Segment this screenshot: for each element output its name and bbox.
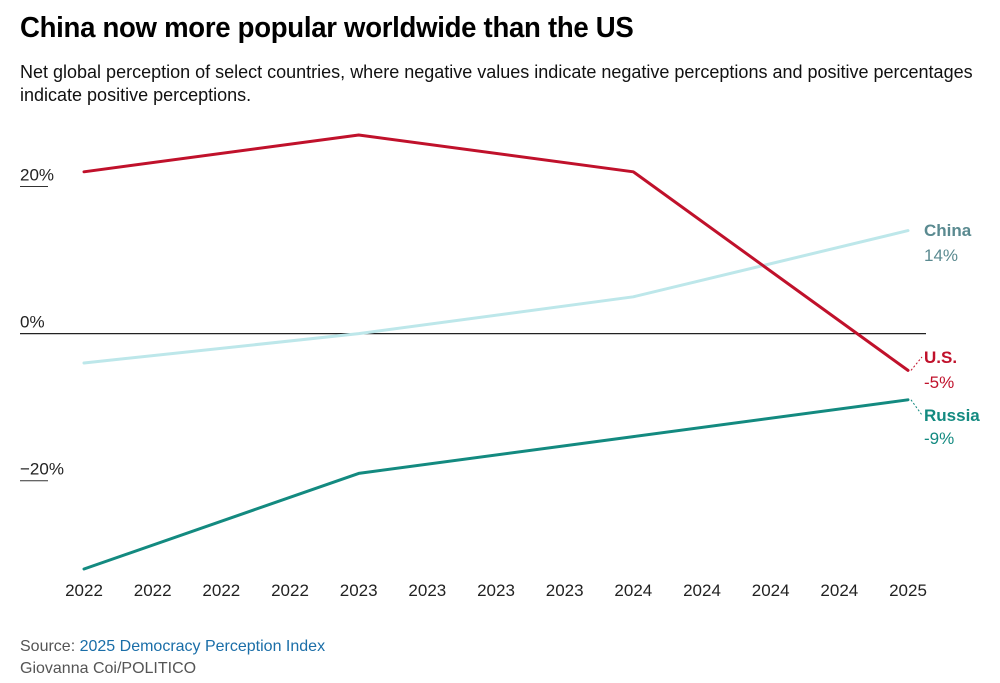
x-tick-label: 2023	[546, 581, 584, 600]
x-tick-label: 2022	[65, 581, 103, 600]
x-tick-label: 2025	[889, 581, 927, 600]
y-tick-label: −20%	[20, 460, 64, 479]
chart-title: China now more popular worldwide than th…	[20, 12, 634, 44]
source-label: Source:	[20, 638, 76, 655]
x-tick-label: 2022	[271, 581, 309, 600]
credit-line: Giovanna Coi/POLITICO	[20, 660, 197, 677]
source-link[interactable]: 2025 Democracy Perception Index	[79, 638, 326, 655]
russia-line	[82, 398, 910, 571]
y-tick-label: 0%	[20, 313, 45, 332]
chart-subtitle: Net global perception of select countrie…	[20, 62, 973, 105]
x-tick-label: 2022	[134, 581, 172, 600]
russia-label-leader	[910, 399, 923, 416]
us-line	[82, 133, 910, 372]
x-tick-label: 2024	[683, 581, 721, 600]
y-tick-label: 20%	[20, 165, 54, 184]
x-tick-label: 2023	[408, 581, 446, 600]
x-tick-label: 2024	[752, 581, 790, 600]
us-label-leader	[910, 356, 923, 371]
china-line	[82, 229, 910, 365]
x-tick-label: 2023	[477, 581, 515, 600]
china-series-name: China	[924, 221, 972, 240]
x-tick-label: 2024	[820, 581, 858, 600]
source-line: Source: 2025 Democracy Perception Index	[20, 638, 325, 656]
china-end-value: 14%	[924, 246, 958, 265]
us-series-name: U.S.	[924, 348, 957, 367]
us-end-value: -5%	[924, 373, 954, 392]
x-tick-label: 2024	[614, 581, 652, 600]
x-tick-label: 2022	[202, 581, 240, 600]
x-tick-label: 2023	[340, 581, 378, 600]
russia-end-value: -9%	[924, 429, 954, 448]
russia-series-name: Russia	[924, 406, 980, 425]
